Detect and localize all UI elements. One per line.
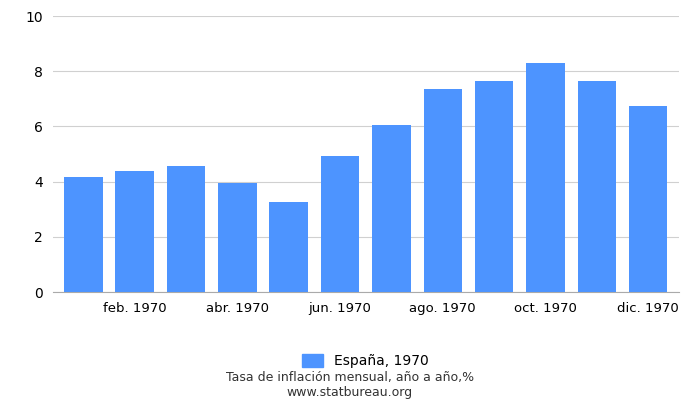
Bar xyxy=(321,156,359,292)
Bar xyxy=(475,82,513,292)
Bar xyxy=(578,82,616,292)
Bar xyxy=(218,183,257,292)
Legend: España, 1970: España, 1970 xyxy=(297,349,435,374)
Bar xyxy=(372,125,411,292)
Bar xyxy=(167,166,205,292)
Text: Tasa de inflación mensual, año a año,%: Tasa de inflación mensual, año a año,% xyxy=(226,372,474,384)
Text: www.statbureau.org: www.statbureau.org xyxy=(287,386,413,399)
Bar xyxy=(116,171,154,292)
Bar xyxy=(270,202,308,292)
Bar xyxy=(64,177,103,292)
Bar xyxy=(424,88,462,292)
Bar xyxy=(629,106,667,292)
Bar xyxy=(526,63,565,292)
